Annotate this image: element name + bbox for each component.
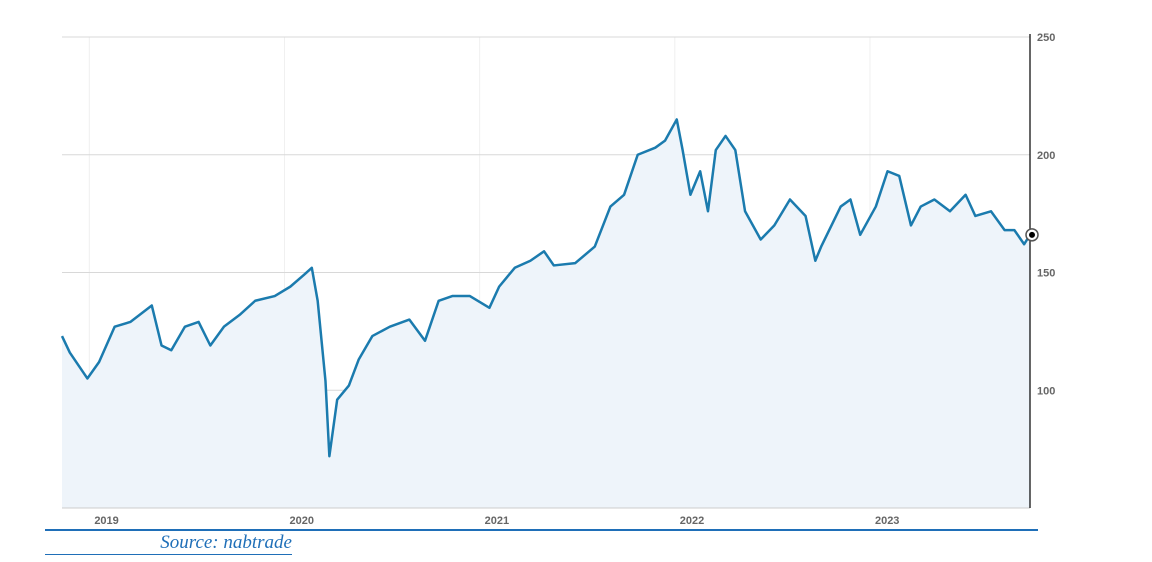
x-tick-label: 2020 bbox=[289, 515, 313, 527]
y-tick-label: 100 bbox=[1037, 385, 1055, 397]
price-area bbox=[62, 119, 1030, 509]
y-tick-label: 150 bbox=[1037, 268, 1055, 280]
y-tick-label: 200 bbox=[1037, 150, 1055, 162]
y-tick-label: 250 bbox=[1037, 32, 1055, 44]
last-price-marker-dot bbox=[1029, 231, 1035, 238]
price-line bbox=[60, 118, 1032, 458]
x-tick-label: 2019 bbox=[94, 515, 118, 527]
x-tick-label: 2021 bbox=[485, 515, 509, 527]
x-tick-label: 2022 bbox=[680, 515, 704, 527]
source-caption: Source: nabtrade bbox=[45, 532, 292, 555]
x-tick-label: 2023 bbox=[875, 515, 899, 527]
